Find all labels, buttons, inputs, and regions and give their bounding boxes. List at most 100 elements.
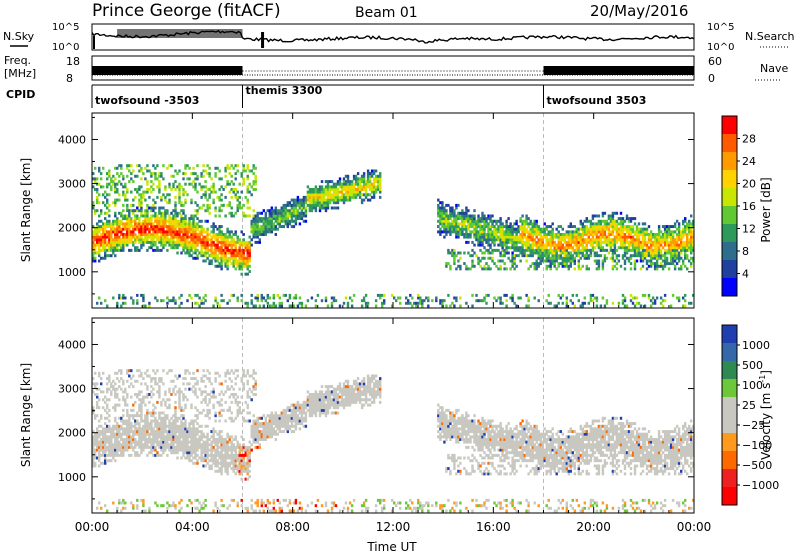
power-cell bbox=[509, 235, 512, 239]
power-cell bbox=[607, 217, 611, 221]
power-cell bbox=[236, 240, 239, 244]
power-cell bbox=[350, 195, 354, 199]
power-cell bbox=[116, 222, 119, 226]
power-cell bbox=[282, 209, 286, 213]
power-cell bbox=[655, 243, 659, 247]
power-cell bbox=[465, 230, 468, 234]
power-cell bbox=[326, 206, 330, 210]
power-cell bbox=[463, 225, 466, 229]
velocity-cell bbox=[184, 456, 187, 460]
velocity-cell bbox=[136, 422, 139, 426]
power-cell bbox=[284, 293, 288, 297]
power-cell bbox=[497, 243, 500, 247]
power-cell bbox=[240, 264, 243, 268]
velocity-cell bbox=[138, 435, 141, 439]
power-cell bbox=[692, 256, 695, 260]
velocity-cell bbox=[94, 432, 97, 436]
power-cell bbox=[148, 206, 151, 210]
power-cell bbox=[264, 230, 268, 234]
power-cell bbox=[242, 251, 245, 255]
velocity-cell bbox=[136, 393, 139, 396]
power-cell bbox=[190, 227, 193, 231]
velocity-cell bbox=[174, 411, 177, 415]
power-cell bbox=[206, 246, 209, 250]
power-cell bbox=[296, 203, 300, 207]
velocity-cell bbox=[106, 387, 109, 391]
power-cell bbox=[447, 251, 450, 255]
power-cell bbox=[360, 304, 364, 308]
velocity-cell bbox=[158, 430, 161, 434]
power-cell bbox=[599, 243, 603, 247]
velocity-cell bbox=[160, 403, 163, 407]
power-cell bbox=[290, 225, 294, 229]
power-cell bbox=[104, 227, 107, 231]
power-cell bbox=[92, 240, 95, 244]
power-cell bbox=[188, 225, 191, 229]
power-cell bbox=[122, 225, 125, 229]
power-cell bbox=[521, 227, 524, 231]
power-cell bbox=[551, 235, 554, 239]
power-cell bbox=[144, 240, 147, 244]
power-cell bbox=[360, 177, 364, 181]
velocity-cell bbox=[134, 400, 137, 404]
power-cell bbox=[485, 293, 488, 297]
power-cell bbox=[198, 233, 201, 236]
power-cell bbox=[577, 238, 581, 242]
velocity-cell bbox=[132, 416, 135, 420]
power-cell bbox=[379, 185, 382, 189]
power-cell bbox=[461, 214, 464, 218]
power-cell bbox=[659, 240, 663, 244]
velocity-cell bbox=[140, 419, 143, 423]
power-cell bbox=[467, 251, 470, 255]
power-cell bbox=[601, 219, 605, 223]
power-cell bbox=[611, 254, 615, 258]
power-cell bbox=[669, 225, 673, 229]
velocity-cell bbox=[156, 419, 159, 423]
power-cell bbox=[395, 299, 398, 303]
power-cell bbox=[643, 240, 647, 244]
power-cell bbox=[138, 233, 141, 236]
power-cell bbox=[178, 227, 181, 231]
power-cell bbox=[244, 169, 247, 173]
power-cell bbox=[647, 293, 651, 297]
velocity-cell bbox=[170, 443, 173, 447]
velocity-cell bbox=[162, 432, 165, 436]
power-cell bbox=[591, 243, 595, 247]
power-cell bbox=[553, 264, 556, 268]
power-cell bbox=[445, 227, 448, 231]
power-cell bbox=[150, 222, 153, 226]
velocity-cell bbox=[170, 448, 173, 452]
power-cell bbox=[563, 264, 567, 268]
power-cell bbox=[242, 164, 245, 168]
power-cell bbox=[589, 227, 593, 231]
velocity-cell bbox=[140, 440, 143, 444]
power-cell bbox=[196, 222, 199, 226]
power-cell bbox=[234, 177, 237, 181]
power-cell bbox=[611, 259, 615, 263]
velocity-cell bbox=[102, 371, 105, 375]
power-cell bbox=[214, 259, 217, 263]
velocity-cell bbox=[178, 448, 181, 452]
power-cell bbox=[180, 217, 183, 221]
power-cell bbox=[262, 225, 266, 229]
power-cell bbox=[146, 227, 149, 231]
velocity-cell bbox=[186, 456, 189, 460]
power-cell bbox=[627, 233, 631, 236]
velocity-cell bbox=[114, 406, 117, 410]
power-cell bbox=[483, 246, 486, 250]
power-cell bbox=[557, 240, 560, 244]
power-cell bbox=[122, 222, 125, 226]
power-cell bbox=[517, 248, 520, 252]
power-cell bbox=[549, 251, 552, 255]
power-cell bbox=[621, 233, 625, 236]
power-cell bbox=[559, 246, 563, 250]
power-cell bbox=[182, 222, 185, 226]
power-cell bbox=[475, 222, 478, 226]
velocity-cell bbox=[122, 453, 125, 457]
velocity-cell bbox=[174, 438, 177, 441]
power-cell bbox=[226, 180, 229, 184]
velocity-cell bbox=[196, 453, 199, 457]
velocity-cell bbox=[180, 427, 183, 431]
power-cell bbox=[282, 203, 286, 207]
power-cell bbox=[692, 246, 695, 250]
